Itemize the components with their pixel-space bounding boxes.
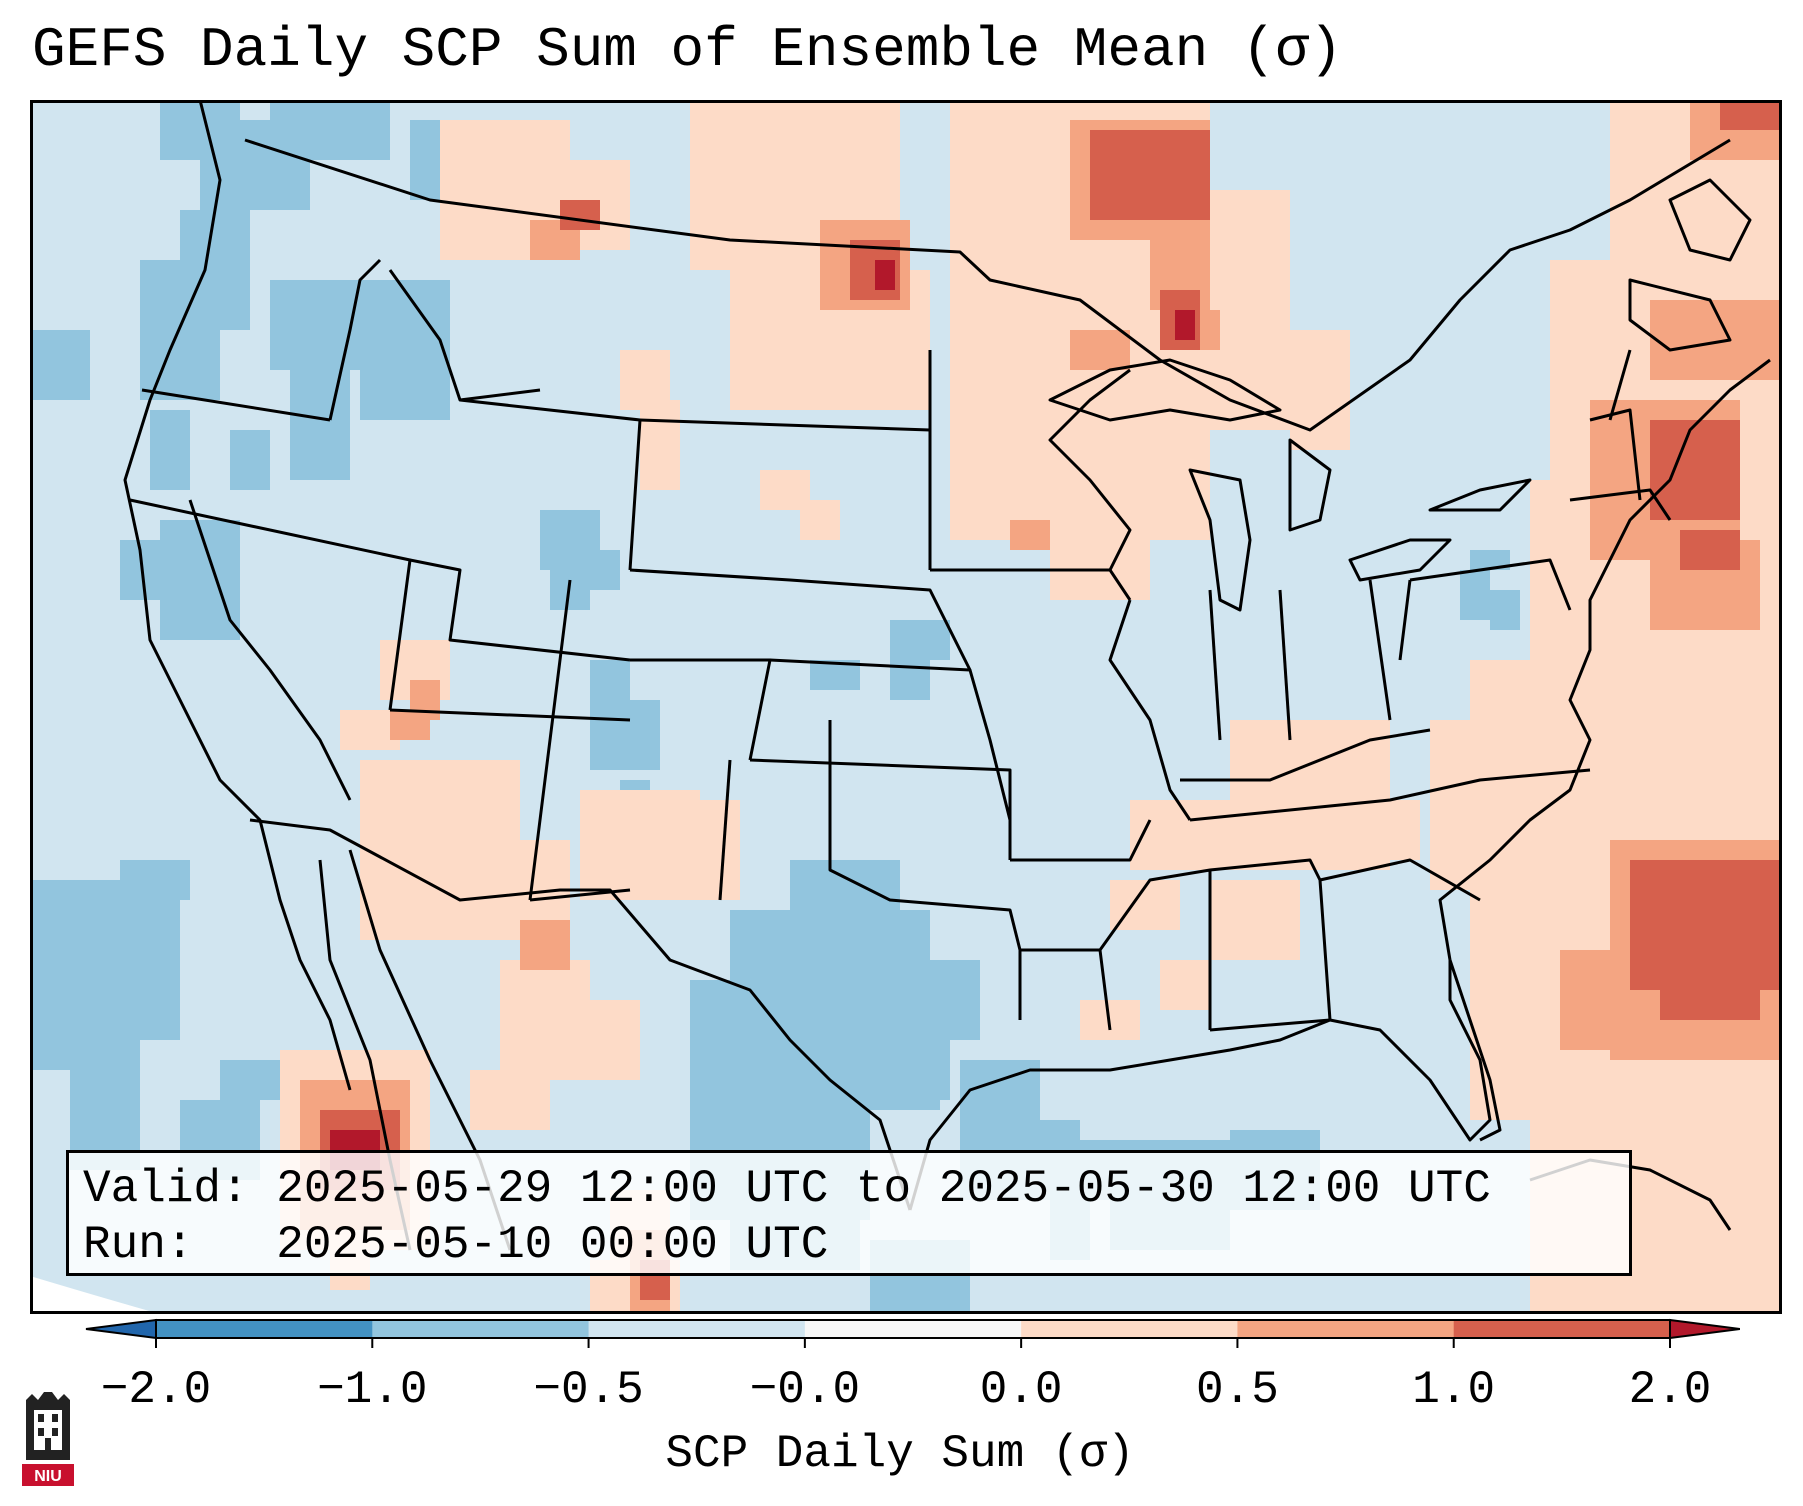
colorbar-tick-label: −0.0 — [749, 1364, 861, 1416]
projection-edge — [30, 1276, 160, 1314]
colorbar-title: SCP Daily Sum (σ) — [665, 1428, 1135, 1480]
map-panel — [30, 100, 1782, 1314]
colorbar-under-arrow — [85, 1318, 157, 1340]
colorbar-segment — [804, 1320, 1022, 1338]
map-border — [30, 100, 1782, 1314]
colorbar — [85, 1318, 1740, 1348]
colorbar-tick-label: 1.0 — [1412, 1364, 1496, 1416]
colorbar-tick-label: −1.0 — [317, 1364, 428, 1416]
niu-logo-icon: NIU — [22, 1392, 74, 1486]
colorbar-over-arrow — [1669, 1318, 1740, 1340]
colorbar-tick-label: 0.0 — [979, 1364, 1063, 1416]
colorbar-tick-label: −2.0 — [100, 1364, 212, 1416]
colorbar-segment — [588, 1320, 806, 1338]
colorbar-border — [155, 1319, 1671, 1339]
colorbar-tick-label: 2.0 — [1628, 1364, 1712, 1416]
map-title: GEFS Daily SCP Sum of Ensemble Mean (σ) — [32, 18, 1343, 82]
valid-line: Valid: 2025-05-29 12:00 UTC to 2025-05-3… — [83, 1163, 1491, 1215]
valid-time-box: Valid: 2025-05-29 12:00 UTC to 2025-05-3… — [66, 1150, 1632, 1276]
colorbar-segment — [1237, 1320, 1455, 1338]
colorbar-segment — [1453, 1320, 1671, 1338]
colorbar-tick-label: 0.5 — [1196, 1364, 1279, 1416]
logo-text: NIU — [34, 1468, 62, 1485]
colorbar-segment — [372, 1320, 590, 1338]
run-line: Run: 2025-05-10 00:00 UTC — [83, 1219, 829, 1271]
colorbar-tick-label: −0.5 — [533, 1364, 644, 1416]
colorbar-segment — [1021, 1320, 1238, 1338]
colorbar-segment — [156, 1320, 373, 1338]
